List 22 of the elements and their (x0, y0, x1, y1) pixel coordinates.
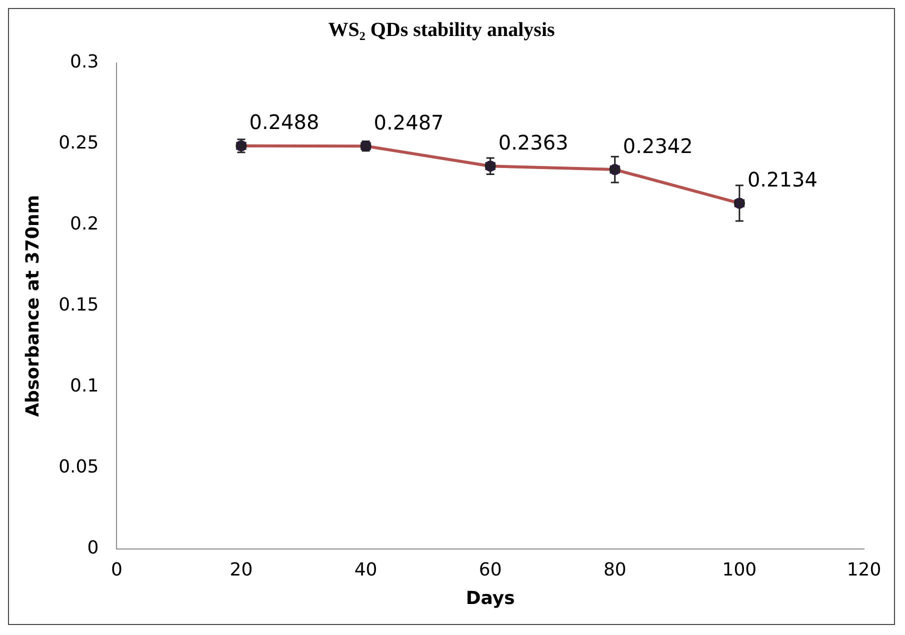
x-tick-label: 40 (354, 559, 378, 580)
x-tick-label: 20 (230, 559, 253, 580)
y-tick-label: 0.2 (70, 214, 99, 235)
y-tick-label: 0.15 (58, 294, 99, 316)
chart-title: WS₂ QDs stability analysis (328, 19, 556, 42)
data-label: 0.2487 (374, 110, 444, 134)
x-tick-label: 100 (722, 559, 757, 580)
y-axis-title: Absorbance at 370nm (22, 194, 44, 417)
x-tick-label: 120 (846, 559, 882, 580)
x-tick-label: 0 (110, 559, 122, 580)
x-tick-label: 80 (603, 559, 626, 580)
data-label: 0.2134 (747, 167, 818, 192)
y-tick-label: 0 (87, 537, 99, 558)
y-tick-label: 0.05 (58, 456, 99, 478)
x-axis-title: Days (466, 588, 515, 609)
y-tick-label: 0.3 (70, 52, 99, 73)
data-label: 0.2488 (249, 110, 320, 134)
data-label: 0.2363 (498, 130, 568, 154)
x-tick-label: 60 (478, 559, 502, 580)
y-tick-label: 0.25 (58, 132, 99, 154)
data-label: 0.2342 (622, 134, 693, 158)
y-tick-label: 0.1 (70, 376, 99, 397)
